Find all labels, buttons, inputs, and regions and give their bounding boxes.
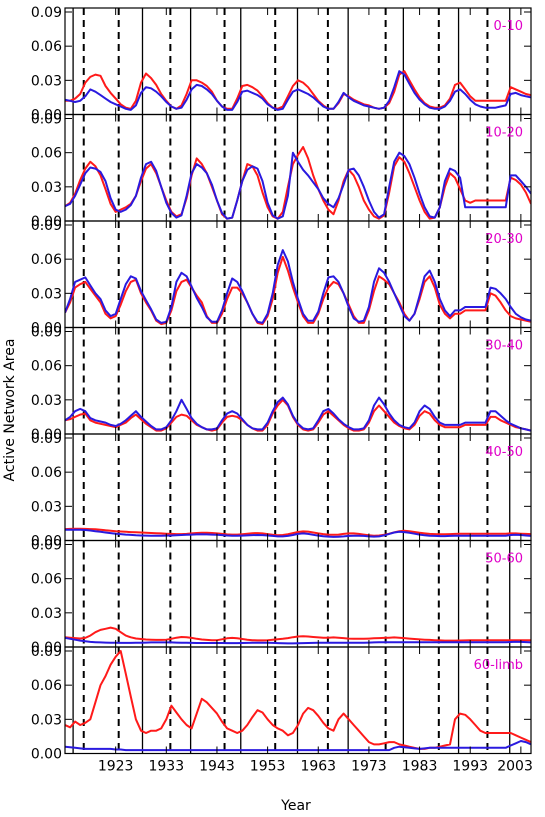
series-line-1 xyxy=(65,636,531,645)
y-tick-label: 0.06 xyxy=(31,465,62,481)
y-tick-label: 0.03 xyxy=(31,286,62,302)
panels-layer: 0.00 0.03 0.06 0.09 0-10 0.00 0.03 0.06 0.09 10-2… xyxy=(31,5,533,775)
x-tick-label: 1943 xyxy=(199,759,235,775)
y-tick-label: 0.06 xyxy=(31,39,62,55)
series-line-0 xyxy=(65,146,531,220)
x-tick-label: 1983 xyxy=(402,759,438,775)
panel-label: 30-40 xyxy=(485,339,523,354)
y-tick-label: 0.03 xyxy=(31,606,62,622)
y-tick-label: 0.09 xyxy=(31,644,62,660)
y-tick-label: 0.06 xyxy=(31,572,62,588)
y-tick-label: 0.00 xyxy=(31,427,62,443)
panel-label: 40-50 xyxy=(485,445,523,460)
panel-6: 0.00 0.03 0.06 0.09 60-limb 1923 1933 1943 1953 1… xyxy=(31,644,533,775)
panel-0: 0.00 0.03 0.06 0.09 0-10 xyxy=(31,5,532,124)
x-tick-label: 1993 xyxy=(452,759,488,775)
y-tick-label: 0.00 xyxy=(31,747,62,763)
panel-label: 0-10 xyxy=(493,19,523,34)
series-line-0 xyxy=(65,527,531,537)
y-tick-label: 0.00 xyxy=(31,214,62,230)
y-tick-label: 0.03 xyxy=(31,73,62,89)
series-line-0 xyxy=(65,70,531,110)
y-axis-label: Active Network Area xyxy=(2,339,18,482)
panel-label: 60-limb xyxy=(474,658,523,673)
panel-frame xyxy=(64,646,532,755)
series-line-0 xyxy=(65,255,531,326)
series-line-1 xyxy=(65,528,531,538)
series-line-1 xyxy=(65,740,531,752)
y-tick-label: 0.03 xyxy=(31,180,62,196)
panel-5: 0.00 0.03 0.06 0.09 50-60 xyxy=(31,538,532,656)
panel-label: 10-20 xyxy=(485,126,523,141)
y-tick-label: 0.00 xyxy=(31,321,62,337)
series-line-1 xyxy=(65,151,531,220)
y-tick-label: 0.00 xyxy=(31,534,62,550)
panel-4: 0.00 0.03 0.06 0.09 40-50 xyxy=(31,431,532,550)
y-tick-label: 0.03 xyxy=(31,393,62,409)
panel-1: 0.00 0.03 0.06 0.09 10-20 xyxy=(31,112,532,230)
y-tick-label: 0.06 xyxy=(31,252,62,268)
series-line-1 xyxy=(65,396,531,432)
y-tick-label: 0.09 xyxy=(31,431,62,447)
x-tick-label: 1923 xyxy=(98,759,134,775)
y-tick-label: 0.09 xyxy=(31,325,62,341)
series-line-1 xyxy=(65,249,531,324)
y-tick-label: 0.09 xyxy=(31,112,62,128)
series-line-1 xyxy=(65,70,531,111)
x-tick-label: 1973 xyxy=(351,759,387,775)
y-tick-label: 0.03 xyxy=(31,712,62,728)
x-tick-label: 1953 xyxy=(250,759,286,775)
panel-2: 0.00 0.03 0.06 0.09 20-30 xyxy=(31,218,532,337)
x-tick-label: 2003 xyxy=(497,759,533,775)
y-tick-label: 0.06 xyxy=(31,146,62,162)
panel-label: 20-30 xyxy=(485,232,523,247)
panel-label: 50-60 xyxy=(485,552,523,567)
panel-3: 0.00 0.03 0.06 0.09 30-40 xyxy=(31,325,532,443)
x-axis-label: Year xyxy=(280,798,311,814)
series-line-0 xyxy=(65,626,531,642)
series-line-0 xyxy=(65,650,531,750)
x-tick-label: 1963 xyxy=(300,759,336,775)
y-tick-label: 0.00 xyxy=(31,640,62,656)
x-tick-label: 1933 xyxy=(148,759,184,775)
y-tick-label: 0.06 xyxy=(31,359,62,375)
y-tick-label: 0.00 xyxy=(31,108,62,124)
y-tick-label: 0.09 xyxy=(31,218,62,234)
y-tick-label: 0.06 xyxy=(31,678,62,694)
y-tick-label: 0.03 xyxy=(31,499,62,515)
y-tick-label: 0.09 xyxy=(31,5,62,21)
y-tick-label: 0.09 xyxy=(31,538,62,554)
